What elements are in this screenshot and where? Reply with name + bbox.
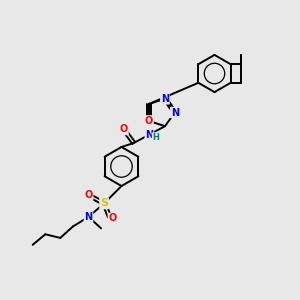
Text: N: N (145, 130, 153, 140)
Text: O: O (108, 213, 117, 224)
Text: S: S (100, 198, 108, 208)
Text: N: N (84, 212, 93, 222)
Text: N: N (171, 107, 179, 118)
Text: N: N (161, 94, 169, 104)
Text: H: H (152, 133, 159, 142)
Text: O: O (84, 190, 93, 200)
Text: O: O (145, 116, 153, 126)
Text: O: O (120, 124, 128, 134)
